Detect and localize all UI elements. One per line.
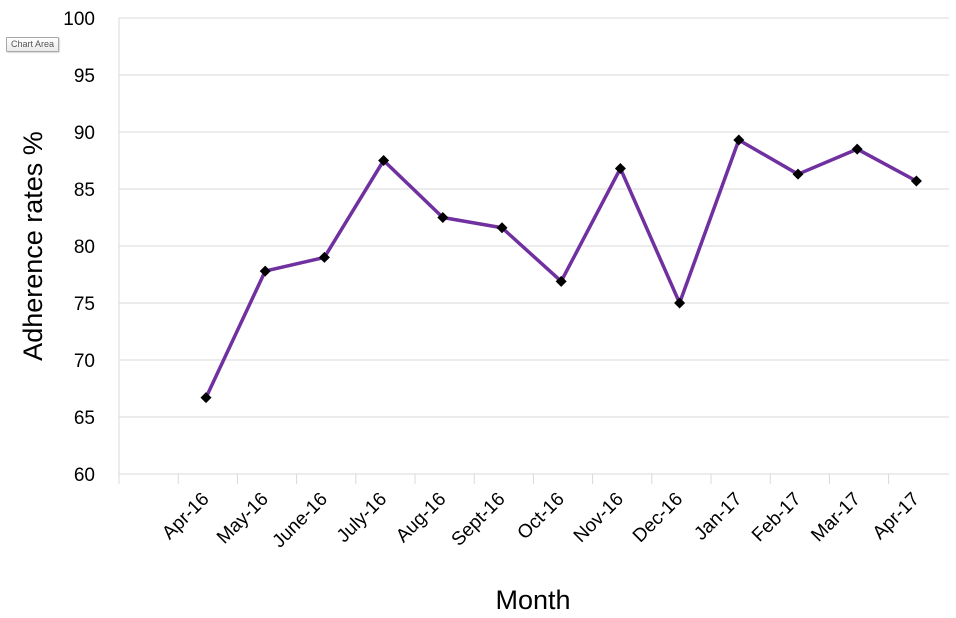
series-adherence	[200, 134, 922, 404]
data-point-marker	[851, 143, 863, 155]
x-tick-label: June-16	[269, 489, 332, 552]
x-tick-label: Dec-16	[629, 489, 687, 547]
x-tick-label: July-16	[333, 489, 391, 547]
y-axis-title: Adherence rates %	[18, 131, 48, 361]
x-tick-label: Mar-17	[807, 489, 864, 546]
x-axis-title: Month	[495, 585, 570, 615]
series-line	[204, 138, 919, 400]
axes	[118, 18, 949, 484]
y-tick-label: 65	[74, 408, 95, 429]
x-tick-label: Apr-17	[869, 489, 924, 544]
y-tick-labels: 60 65 70 75 80 85 90 95 100	[63, 9, 95, 486]
data-point-marker	[378, 155, 390, 166]
data-point-marker	[318, 251, 330, 263]
data-point-marker	[614, 162, 626, 174]
data-point-marker	[910, 175, 922, 187]
data-point-marker	[555, 275, 567, 287]
y-tick-label: 70	[74, 351, 95, 372]
y-tick-label: 90	[74, 123, 95, 144]
data-point-marker	[437, 212, 449, 223]
x-tick-label: Feb-17	[748, 489, 805, 546]
y-tick-label: 100	[63, 9, 95, 30]
y-tick-label: 85	[74, 180, 95, 201]
y-tick-label: 80	[74, 237, 95, 258]
x-tick-label: Jan-17	[690, 489, 746, 545]
data-point-marker	[496, 222, 508, 234]
x-tick-label: Apr-16	[158, 489, 213, 544]
y-tick-label: 60	[74, 465, 95, 486]
data-point-marker	[259, 265, 271, 277]
data-point-marker	[792, 168, 804, 180]
grid-lines	[119, 17, 949, 418]
y-tick-label: 95	[74, 66, 95, 87]
x-tick-label: Oct-16	[514, 489, 569, 544]
data-point-marker	[733, 134, 745, 146]
y-tick-label: 75	[74, 294, 95, 315]
x-tick-label: May-16	[213, 489, 273, 549]
chart-area-tooltip: Chart Area	[6, 37, 60, 52]
data-point-marker	[674, 297, 686, 309]
data-point-marker	[200, 392, 212, 404]
x-tick-label: Aug-16	[392, 489, 450, 547]
x-tick-label: Nov-16	[570, 489, 628, 547]
x-tick-label: Sept-16	[448, 489, 510, 551]
